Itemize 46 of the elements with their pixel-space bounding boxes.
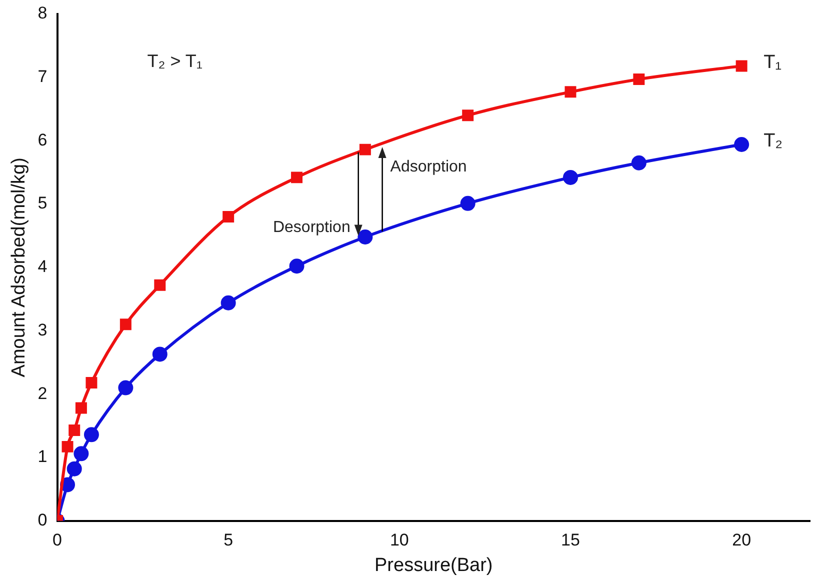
point — [118, 380, 134, 396]
point — [120, 318, 132, 330]
y-tick-label: 6 — [38, 130, 48, 150]
point — [62, 440, 74, 452]
y-tick-label: 0 — [38, 510, 48, 530]
x-tick-label: 15 — [561, 530, 580, 550]
point — [220, 295, 236, 310]
point — [736, 60, 748, 72]
point — [291, 172, 303, 184]
point — [289, 258, 304, 274]
annotation: Adsorption — [390, 158, 467, 176]
point — [75, 402, 87, 414]
series-label: T₁ — [764, 52, 782, 74]
point — [462, 110, 474, 122]
y-tick-label: 8 — [38, 4, 48, 23]
point — [68, 424, 80, 436]
y-tick-label: 1 — [38, 447, 48, 466]
x-tick-label: 0 — [52, 530, 62, 550]
y-tick-label: 4 — [38, 257, 48, 276]
point — [86, 376, 98, 388]
point — [74, 446, 89, 462]
point — [562, 170, 578, 185]
point — [460, 196, 476, 211]
point — [222, 210, 234, 222]
x-tick-label: 20 — [732, 530, 752, 550]
y-tick-label: 3 — [38, 320, 48, 340]
x-tick-label: 5 — [224, 530, 234, 550]
annotation: Desorption — [272, 219, 350, 236]
point — [631, 155, 646, 170]
x-axis-title: Pressure(Bar) — [374, 554, 493, 576]
series-label: T₂ — [764, 130, 783, 152]
point — [358, 229, 373, 244]
point — [66, 461, 82, 476]
point — [154, 279, 166, 291]
annotation: T₂ > T₁ — [147, 50, 203, 71]
point — [734, 137, 750, 152]
point — [152, 346, 168, 362]
point — [84, 427, 99, 442]
x-tick-label: 10 — [390, 530, 409, 550]
y-tick-label: 2 — [38, 384, 48, 403]
point — [633, 74, 645, 85]
y-tick-label: 5 — [38, 194, 48, 213]
point — [359, 144, 371, 156]
point — [564, 86, 576, 98]
y-axis-title: Amount Adsorbed(mol/kg) — [8, 158, 30, 378]
y-tick-label: 7 — [38, 67, 48, 86]
